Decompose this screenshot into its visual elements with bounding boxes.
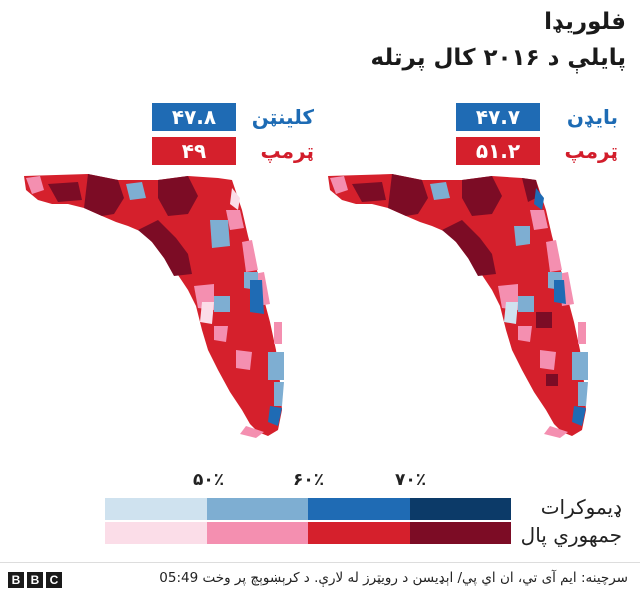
rep-result-row-2020: ټرمپ ۵۱.۲: [456, 136, 618, 166]
map-title: فلوریډا پایلې د ۲۰۱۶ کال پرتله: [371, 4, 626, 76]
panel-2016: کلینټن ۴۷.۸ ټرمپ ۴۹: [18, 98, 328, 463]
florida-state-shape: [328, 174, 586, 436]
legend-rep-swatches: [105, 522, 511, 544]
rep-result-row-2016: ټرمپ ۴۹: [152, 136, 314, 166]
panel-2020: بایډن ۴۷.۷ ټرمپ ۵۱.۲: [322, 98, 632, 463]
dem-candidate-label: بایډن: [566, 105, 618, 129]
rep-swatch-4: [409, 522, 511, 544]
rep-vote-share-box: ۴۹: [152, 137, 236, 165]
dem-candidate-label: کلینټن: [251, 105, 314, 129]
dem-swatch-1: [105, 498, 207, 520]
title-line-2: پایلې د ۲۰۱۶ کال پرتله: [370, 45, 626, 71]
legend-tick-60: ۶۰٪: [293, 470, 325, 490]
bbc-logo-letter: C: [46, 572, 62, 588]
bbc-logo: B B C: [8, 572, 65, 588]
results-2016: کلینټن ۴۷.۸ ټرمپ ۴۹: [152, 102, 314, 170]
rep-swatch-2: [206, 522, 308, 544]
florida-state-shape: [24, 174, 282, 436]
legend-tick-70: ۷۰٪: [395, 470, 427, 490]
source-credit: سرچینه: ایم آی تي، ان اي پي/ اېډیسن د رو…: [159, 570, 628, 586]
dem-result-row-2016: کلینټن ۴۷.۸: [152, 102, 314, 132]
dem-vote-share-box: ۴۷.۷: [456, 103, 540, 131]
legend-ticks: ۵۰٪ ۶۰٪ ۷۰٪: [105, 470, 511, 496]
legend-tick-50: ۵۰٪: [193, 470, 225, 490]
dem-vote-share-box: ۴۷.۸: [152, 103, 236, 131]
rep-swatch-1: [105, 522, 207, 544]
footer: B B C سرچینه: ایم آی تي، ان اي پي/ اېډیس…: [0, 562, 640, 593]
results-2020: بایډن ۴۷.۷ ټرمپ ۵۱.۲: [456, 102, 618, 170]
dem-result-row-2020: بایډن ۴۷.۷: [456, 102, 618, 132]
dem-swatch-2: [206, 498, 308, 520]
bbc-logo-letter: B: [27, 572, 43, 588]
bbc-logo-letter: B: [8, 572, 24, 588]
rep-candidate-label: ټرمپ: [260, 139, 314, 163]
florida-county-map-2016: [24, 174, 284, 438]
rep-swatch-3: [308, 522, 410, 544]
legend: ۵۰٪ ۶۰٪ ۷۰٪: [105, 470, 511, 544]
florida-county-map-2020: [328, 174, 588, 438]
rep-candidate-label: ټرمپ: [564, 139, 618, 163]
rep-vote-share-box: ۵۱.۲: [456, 137, 540, 165]
title-line-1: فلوریډا: [544, 9, 626, 35]
legend-dem-label: ډیموکرات: [540, 495, 622, 519]
dem-swatch-4: [409, 498, 511, 520]
legend-dem-swatches: [105, 498, 511, 520]
dem-swatch-3: [308, 498, 410, 520]
legend-rep-label: جمهوري پال: [520, 523, 622, 547]
